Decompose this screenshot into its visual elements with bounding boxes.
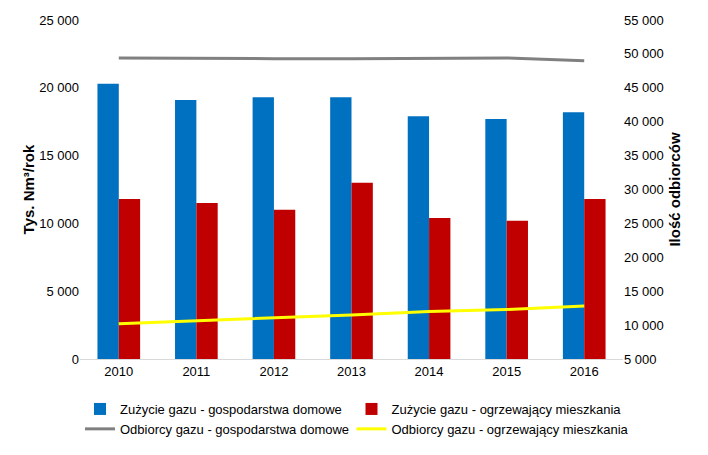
svg-text:10 000: 10 000: [39, 216, 79, 231]
svg-text:50 000: 50 000: [624, 46, 664, 61]
svg-text:Tys. Nm³/rok: Tys. Nm³/rok: [20, 144, 37, 234]
svg-text:55 000: 55 000: [624, 13, 664, 28]
svg-text:2014: 2014: [415, 364, 444, 379]
svg-text:2016: 2016: [570, 364, 599, 379]
svg-text:2010: 2010: [104, 364, 133, 379]
svg-text:5 000: 5 000: [46, 284, 79, 299]
svg-text:15 000: 15 000: [39, 148, 79, 163]
svg-text:Odbiorcy gazu - ogrzewający mi: Odbiorcy gazu - ogrzewający mieszkania: [392, 422, 629, 437]
svg-text:2012: 2012: [259, 364, 288, 379]
svg-text:45 000: 45 000: [624, 80, 664, 95]
svg-text:5 000: 5 000: [624, 352, 657, 367]
svg-text:2013: 2013: [337, 364, 366, 379]
svg-text:40 000: 40 000: [624, 114, 664, 129]
svg-text:35 000: 35 000: [624, 148, 664, 163]
svg-text:0: 0: [72, 352, 79, 367]
svg-text:20 000: 20 000: [624, 250, 664, 265]
svg-text:20 000: 20 000: [39, 80, 79, 95]
svg-text:Ilość odbiorców: Ilość odbiorców: [666, 132, 683, 247]
svg-text:25 000: 25 000: [39, 13, 79, 28]
svg-text:2015: 2015: [492, 364, 521, 379]
svg-text:Odbiorcy gazu - gospodarstwa d: Odbiorcy gazu - gospodarstwa domowe: [120, 422, 349, 437]
svg-text:30 000: 30 000: [624, 182, 664, 197]
svg-text:25 000: 25 000: [624, 216, 664, 231]
svg-text:Zużycie gazu - ogrzewający mie: Zużycie gazu - ogrzewający mieszkania: [392, 402, 622, 417]
svg-text:Zużycie gazu - gospodarstwa do: Zużycie gazu - gospodarstwa domowe: [120, 402, 342, 417]
svg-text:10 000: 10 000: [624, 318, 664, 333]
svg-text:2011: 2011: [182, 364, 210, 379]
svg-text:15 000: 15 000: [624, 284, 664, 299]
